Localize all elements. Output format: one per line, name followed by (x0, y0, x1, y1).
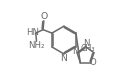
Text: N: N (60, 54, 67, 63)
Text: O: O (90, 59, 96, 67)
Text: CH₃: CH₃ (81, 44, 95, 53)
Text: N: N (83, 39, 90, 48)
Text: N: N (72, 47, 78, 56)
Text: NH₂: NH₂ (28, 41, 44, 50)
Text: O: O (41, 12, 48, 21)
Text: HN: HN (26, 28, 39, 37)
